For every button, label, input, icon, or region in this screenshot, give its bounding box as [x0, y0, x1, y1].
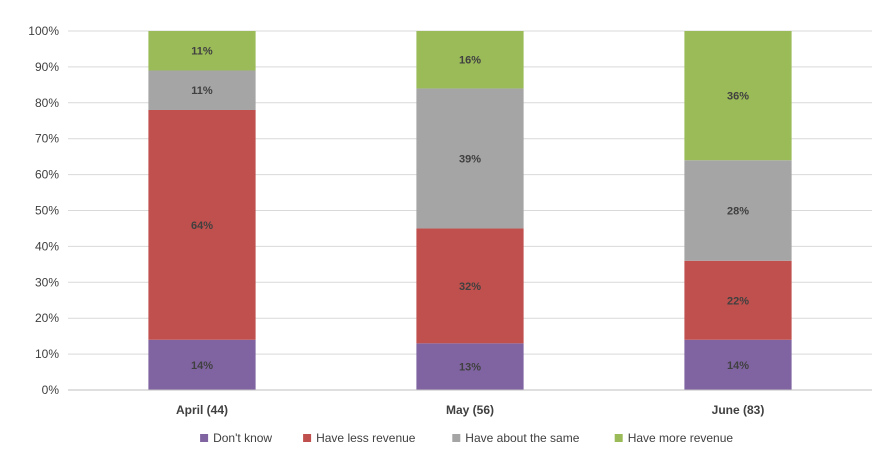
bar-segment	[416, 88, 524, 229]
bar-segment	[416, 31, 524, 89]
data-label: 39%	[459, 153, 481, 165]
data-label: 13%	[459, 362, 481, 374]
y-tick-label: 40%	[35, 239, 59, 253]
legend-label: Have less revenue	[316, 431, 416, 445]
legend-swatch	[614, 434, 623, 442]
bar-segment	[684, 31, 792, 161]
x-category-label: April (44)	[176, 403, 228, 417]
legend-label: Have more revenue	[628, 431, 734, 445]
y-tick-label: 90%	[35, 60, 59, 74]
legend-swatch	[200, 434, 209, 442]
data-label: 36%	[727, 91, 749, 103]
data-label: 11%	[191, 46, 213, 58]
bars	[148, 31, 792, 390]
bar-segment	[148, 339, 256, 390]
y-tick-label: 30%	[35, 275, 59, 289]
y-tick-label: 50%	[35, 204, 59, 218]
data-label: 16%	[459, 55, 481, 67]
legend-swatch	[303, 434, 312, 442]
bar-segment	[684, 160, 792, 261]
data-label: 14%	[727, 360, 749, 372]
y-axis-ticks: 0% 10% 20% 30% 40% 50% 60% 70% 80% 90% 100%	[28, 24, 59, 397]
data-label: 22%	[727, 295, 749, 307]
y-tick-label: 60%	[35, 168, 59, 182]
legend-label: Don't know	[213, 431, 272, 445]
data-label: 32%	[459, 281, 481, 293]
data-labels: 14% 64% 11% 11% 13% 32% 39% 16% 14% 22% 28% 36%	[191, 46, 749, 374]
data-label: 14%	[191, 360, 213, 372]
x-category-label: May (56)	[446, 403, 494, 417]
bar-segment	[148, 31, 256, 71]
bar-segment	[148, 109, 256, 340]
y-tick-label: 70%	[35, 132, 59, 146]
y-tick-label: 10%	[35, 347, 59, 361]
y-tick-label: 100%	[28, 24, 59, 38]
bar-segment	[416, 228, 524, 344]
data-label: 64%	[191, 220, 213, 232]
x-category-label: June (83)	[712, 403, 765, 417]
legend-swatch	[452, 434, 461, 442]
legend: Don't know Have less revenue Have about th…	[200, 431, 733, 445]
y-tick-label: 0%	[42, 383, 60, 397]
data-label: 11%	[191, 85, 213, 97]
x-axis-categories: April (44) May (56) June (83)	[176, 403, 764, 417]
bar-segment	[684, 339, 792, 390]
bar-segment	[684, 260, 792, 340]
bar-segment	[148, 70, 256, 110]
legend-label: Have about the same	[465, 431, 579, 445]
bar-segment	[416, 343, 524, 390]
data-label: 28%	[727, 206, 749, 218]
y-tick-label: 20%	[35, 311, 59, 325]
y-tick-label: 80%	[35, 96, 59, 110]
